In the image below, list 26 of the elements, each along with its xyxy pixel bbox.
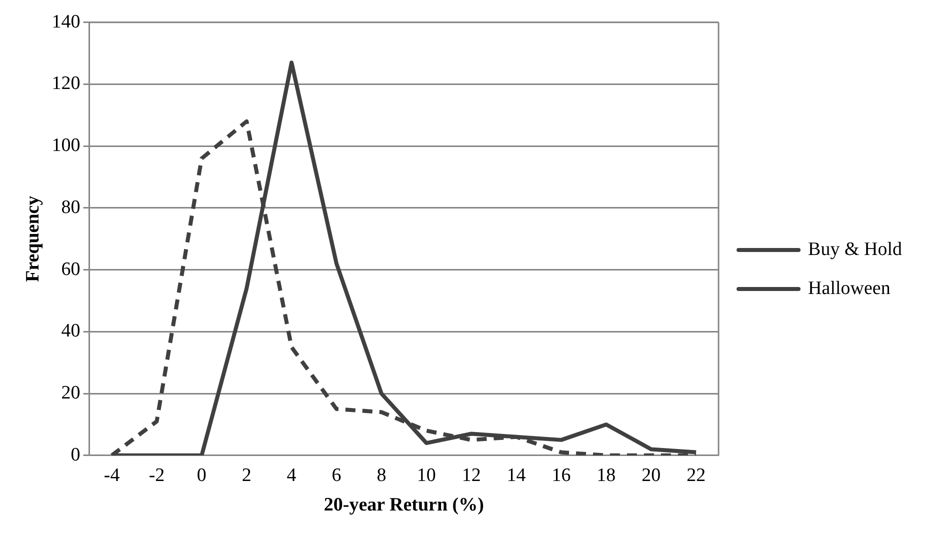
x-tick-label: 0: [196, 464, 206, 486]
x-tick-label: 22: [686, 464, 706, 486]
x-tick-label: 12: [462, 464, 481, 486]
x-tick-label: 18: [596, 464, 616, 486]
x-axis-title: 20-year Return (%): [324, 494, 484, 516]
x-tick-label: 2: [242, 464, 252, 486]
x-tick-label: 10: [416, 464, 436, 486]
y-tick-label: 40: [61, 320, 80, 342]
y-tick-label: 80: [61, 196, 80, 218]
x-tick-label: -2: [148, 464, 165, 486]
legend-label: Halloween: [808, 278, 891, 299]
x-tick-label: 4: [286, 464, 297, 486]
x-tick-label: 8: [376, 464, 386, 486]
x-tick-label: 20: [642, 464, 661, 486]
y-tick-label: 120: [52, 73, 80, 94]
y-tick-label: 20: [61, 382, 80, 404]
x-tick-label: 6: [332, 464, 342, 486]
y-axis-title: Frequency: [22, 195, 44, 282]
x-tick-label: 14: [506, 464, 526, 486]
y-tick-label: 60: [61, 258, 80, 280]
legend-label: Buy & Hold: [808, 238, 902, 260]
y-tick-label: 0: [70, 444, 80, 466]
x-tick-label: 16: [552, 464, 571, 486]
x-tick-label: -4: [104, 464, 120, 486]
y-tick-label: 140: [52, 11, 80, 32]
y-tick-label: 100: [52, 135, 80, 156]
